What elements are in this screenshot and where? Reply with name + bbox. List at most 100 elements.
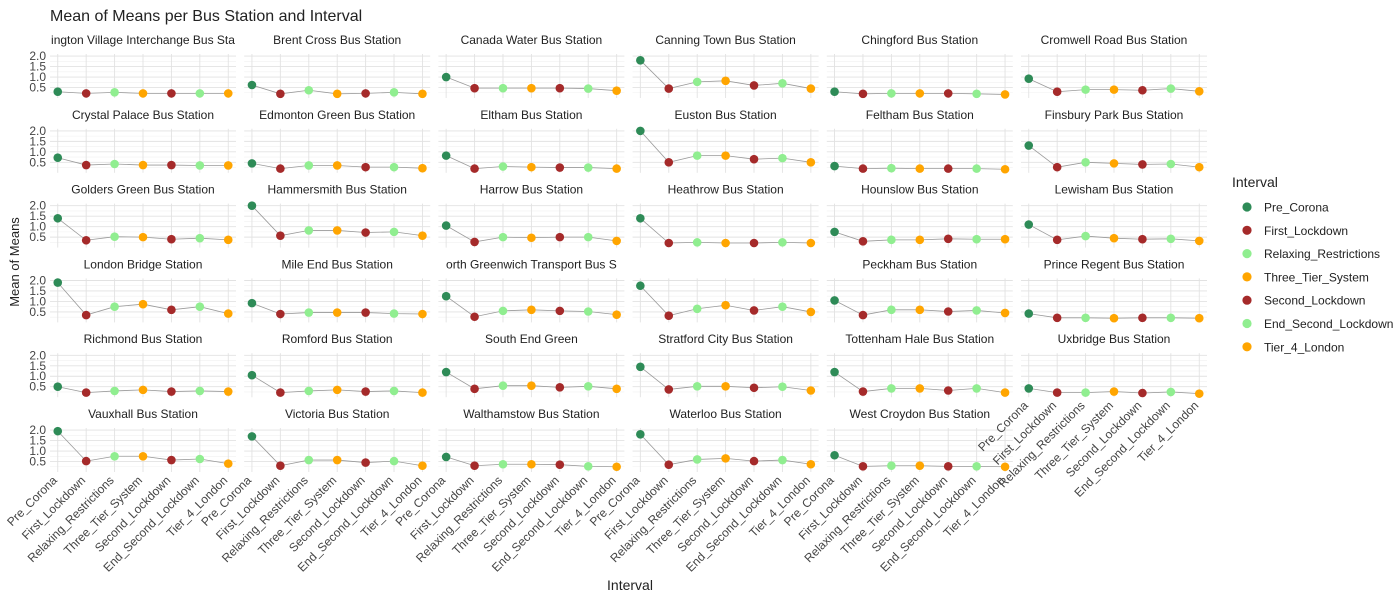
data-point	[167, 234, 176, 244]
data-point	[1000, 90, 1010, 99]
data-point	[527, 459, 536, 469]
data-point	[167, 89, 176, 98]
facet-panel: West Croydon Bus Station	[826, 407, 1013, 472]
data-point	[830, 450, 839, 460]
y-tick-label: 2.0	[29, 124, 46, 138]
data-point	[167, 305, 176, 315]
data-point	[223, 309, 233, 318]
data-point	[1194, 162, 1204, 172]
data-point	[749, 154, 759, 164]
data-point	[389, 227, 399, 237]
data-point	[81, 310, 91, 320]
facet-title: Uxbridge Bus Station	[1058, 332, 1171, 346]
facet-panel: Waterloo Bus Station	[632, 407, 819, 472]
data-point	[721, 238, 730, 248]
data-point	[583, 307, 593, 316]
data-point	[1081, 158, 1090, 167]
data-point	[498, 83, 508, 93]
data-point	[664, 311, 674, 320]
panel-grid	[632, 54, 819, 98]
data-point	[972, 234, 981, 244]
facet-panel: Eltham Bus Station	[438, 108, 625, 173]
data-point	[721, 151, 730, 160]
facet-title: Feltham Bus Station	[866, 108, 974, 122]
chart-title: Mean of Means per Bus Station and Interv…	[50, 8, 362, 25]
y-tick-label: 1.5	[29, 284, 46, 298]
data-point	[470, 237, 479, 247]
panel-grid	[632, 278, 819, 323]
data-point	[1000, 388, 1010, 397]
data-point	[636, 55, 645, 65]
facet-title: London Bridge Station	[84, 257, 203, 271]
data-point	[1138, 160, 1147, 169]
data-point	[389, 162, 399, 172]
data-point	[361, 89, 370, 98]
data-point	[361, 162, 370, 172]
facet-panel: Lewisham Bus Station	[1021, 183, 1207, 248]
data-point	[441, 367, 451, 377]
data-point	[498, 459, 508, 469]
data-point	[195, 454, 205, 464]
data-point	[1052, 388, 1062, 397]
data-point	[1194, 313, 1204, 323]
data-point	[470, 312, 479, 322]
data-point	[138, 385, 148, 395]
data-point	[721, 454, 730, 463]
data-point	[304, 226, 314, 235]
data-point	[138, 89, 148, 98]
facet-title: Richmond Bus Station	[84, 332, 203, 346]
data-point	[304, 386, 314, 396]
data-point	[276, 388, 285, 397]
data-point	[664, 238, 674, 248]
data-point	[749, 306, 759, 315]
data-point	[721, 300, 730, 310]
data-point	[1052, 235, 1062, 245]
data-point	[389, 386, 399, 396]
data-point	[830, 87, 839, 97]
y-tick-label: 0.5	[29, 155, 46, 169]
data-point	[418, 461, 427, 471]
data-point	[612, 384, 621, 394]
data-point	[418, 231, 427, 240]
data-point	[887, 163, 896, 173]
data-point	[361, 458, 370, 467]
facet-panel: orth Greenwich Transport Bus S	[438, 257, 625, 323]
data-point	[247, 80, 257, 90]
data-point	[749, 383, 759, 393]
data-point	[915, 461, 925, 471]
data-point	[418, 89, 427, 99]
data-point	[361, 387, 370, 396]
data-point	[389, 309, 399, 318]
facet-title: Hammersmith Bus Station	[268, 183, 407, 197]
data-point	[1138, 85, 1147, 95]
facet-panel: Vauxhall Bus Station 0.51.01.52.0	[29, 407, 236, 472]
data-point	[195, 161, 205, 170]
data-point	[441, 452, 451, 462]
data-point	[555, 460, 565, 469]
data-point	[943, 234, 953, 244]
data-point	[806, 386, 816, 395]
facet-title: Cromwell Road Bus Station	[1041, 33, 1188, 47]
data-point	[276, 231, 285, 240]
data-point	[332, 308, 342, 317]
panel-grid	[632, 128, 819, 173]
facet-title: ington Village Interchange Bus Sta	[51, 33, 235, 47]
data-point	[304, 161, 314, 170]
data-point	[361, 308, 370, 317]
data-point	[1000, 164, 1010, 174]
data-point	[583, 462, 593, 471]
data-point	[830, 161, 839, 171]
facet-title: Euston Bus Station	[675, 108, 777, 122]
facet-panel: Peckham Bus Station	[826, 257, 1013, 323]
data-point	[1109, 387, 1119, 396]
data-point	[806, 84, 816, 93]
data-point	[418, 163, 427, 173]
data-point	[1109, 85, 1119, 94]
legend-key	[1242, 342, 1252, 352]
y-tick-label: 0.5	[29, 305, 46, 319]
facet-title: Heathrow Bus Station	[668, 183, 784, 197]
facet-panel: Cromwell Road Bus Station	[1021, 33, 1207, 98]
data-point	[276, 309, 285, 319]
data-point	[418, 388, 427, 397]
